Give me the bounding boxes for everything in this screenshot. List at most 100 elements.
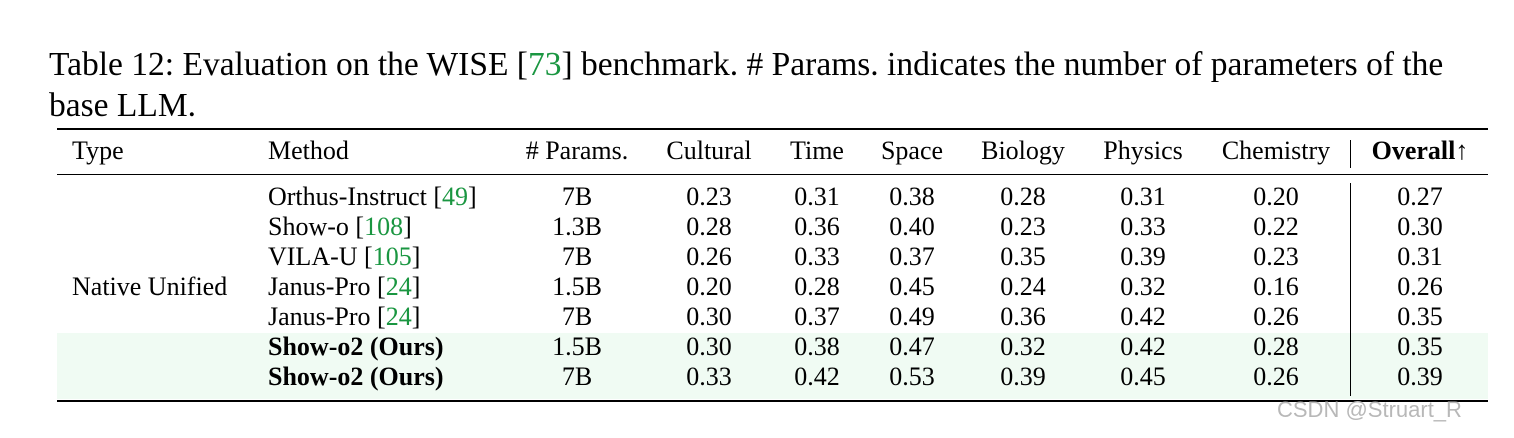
method-name: Orthus-Instruct [: [268, 182, 443, 211]
chemistry-cell: 0.23: [1253, 242, 1299, 271]
method-cell: Show-o2 (Ours): [268, 332, 444, 362]
space-cell: 0.47: [889, 332, 935, 361]
method-name: Show-o2 (Ours): [268, 332, 444, 361]
time-cell: 0.36: [794, 212, 840, 241]
biology-cell: 0.39: [1000, 362, 1046, 391]
method-citation-link[interactable]: 49: [442, 182, 469, 211]
method-citation-close: ]: [411, 242, 421, 271]
header-space: Space: [880, 136, 944, 165]
caption-prefix: Table 12: Evaluation on the WISE [: [49, 46, 528, 83]
biology-cell: 0.36: [1000, 302, 1046, 331]
cultural-cell: 0.30: [686, 332, 732, 361]
cultural-cell: 0.20: [686, 272, 732, 301]
biology-cell: 0.35: [1000, 242, 1046, 271]
time-cell: 0.42: [794, 362, 840, 391]
chemistry-cell: 0.26: [1253, 362, 1299, 391]
method-cell: Janus-Pro [24]: [268, 272, 420, 302]
method-citation-link[interactable]: 105: [372, 242, 412, 271]
overall-cell: 0.35: [1397, 332, 1443, 361]
physics-cell: 0.31: [1120, 182, 1166, 211]
caption-citation-link[interactable]: 73: [527, 46, 562, 83]
method-name: VILA-U [: [268, 242, 373, 271]
cultural-cell: 0.23: [686, 182, 732, 211]
table-bottom-rule: [57, 400, 1488, 402]
time-cell: 0.31: [794, 182, 840, 211]
cultural-cell: 0.30: [686, 302, 732, 331]
params-cell: 1.5B: [552, 332, 602, 361]
method-citation-close: ]: [411, 302, 421, 331]
method-cell: VILA-U [105]: [268, 242, 420, 272]
params-cell: 7B: [561, 182, 593, 211]
space-cell: 0.38: [889, 182, 935, 211]
chemistry-cell: 0.28: [1253, 332, 1299, 361]
method-citation-close: ]: [403, 212, 412, 241]
table-header-rule: [57, 174, 1488, 175]
method-name: Show-o [: [268, 212, 365, 241]
physics-cell: 0.45: [1120, 362, 1166, 391]
space-cell: 0.49: [889, 302, 935, 331]
header-physics: Physics: [1103, 136, 1183, 165]
params-cell: 1.5B: [552, 272, 602, 301]
method-cell: Janus-Pro [24]: [268, 302, 420, 332]
physics-cell: 0.39: [1120, 242, 1166, 271]
physics-cell: 0.33: [1120, 212, 1166, 241]
overall-cell: 0.35: [1397, 302, 1443, 331]
method-citation-link[interactable]: 108: [364, 212, 404, 241]
method-cell: Show-o2 (Ours): [268, 362, 444, 392]
params-cell: 7B: [561, 362, 593, 391]
method-name: Show-o2 (Ours): [268, 362, 444, 391]
header-time: Time: [790, 136, 844, 165]
overall-cell: 0.39: [1397, 362, 1443, 391]
table-caption: Table 12: Evaluation on the WISE [73] be…: [49, 44, 1499, 126]
overall-separator-header: [1350, 140, 1351, 168]
overall-separator-body: [1350, 183, 1351, 396]
params-cell: 1.3B: [552, 212, 602, 241]
cultural-cell: 0.26: [686, 242, 732, 271]
method-cell: Show-o [108]: [268, 212, 412, 242]
cultural-cell: 0.28: [686, 212, 732, 241]
overall-cell: 0.27: [1397, 182, 1443, 211]
highlighted-rows-background: [57, 333, 1488, 399]
method-citation-close: ]: [411, 272, 421, 301]
time-cell: 0.38: [794, 332, 840, 361]
type-native-unified: Native Unified: [72, 272, 228, 301]
table-top-rule: [57, 128, 1488, 130]
space-cell: 0.40: [889, 212, 935, 241]
space-cell: 0.53: [889, 362, 935, 391]
caption-suffix: ] benchmark. # Params. indicates the num…: [49, 46, 1444, 124]
biology-cell: 0.23: [1000, 212, 1046, 241]
biology-cell: 0.32: [1000, 332, 1046, 361]
header-cultural: Cultural: [666, 136, 752, 165]
overall-cell: 0.31: [1397, 242, 1443, 271]
overall-cell: 0.26: [1397, 272, 1443, 301]
chemistry-cell: 0.22: [1253, 212, 1299, 241]
params-cell: 7B: [561, 302, 593, 331]
method-citation-link[interactable]: 24: [385, 272, 412, 301]
time-cell: 0.33: [794, 242, 840, 271]
method-name: Janus-Pro [: [268, 272, 386, 301]
physics-cell: 0.42: [1120, 332, 1166, 361]
chemistry-cell: 0.16: [1253, 272, 1299, 301]
method-citation-close: ]: [468, 182, 477, 211]
params-cell: 7B: [561, 242, 593, 271]
chemistry-cell: 0.26: [1253, 302, 1299, 331]
physics-cell: 0.42: [1120, 302, 1166, 331]
header-biology: Biology: [981, 136, 1065, 165]
method-citation-link[interactable]: 24: [385, 302, 412, 331]
header-chemistry: Chemistry: [1221, 136, 1331, 165]
method-name: Janus-Pro [: [268, 302, 386, 331]
header-params: # Params.: [525, 136, 629, 165]
overall-cell: 0.30: [1397, 212, 1443, 241]
time-cell: 0.37: [794, 302, 840, 331]
physics-cell: 0.32: [1120, 272, 1166, 301]
space-cell: 0.45: [889, 272, 935, 301]
header-type: Type: [72, 136, 124, 165]
biology-cell: 0.28: [1000, 182, 1046, 211]
watermark: CSDN @Struart_R: [1277, 397, 1462, 422]
biology-cell: 0.24: [1000, 272, 1046, 301]
header-overall: Overall↑: [1371, 136, 1469, 165]
method-cell: Orthus-Instruct [49]: [268, 182, 477, 212]
chemistry-cell: 0.20: [1253, 182, 1299, 211]
header-method: Method: [268, 136, 349, 165]
cultural-cell: 0.33: [686, 362, 732, 391]
